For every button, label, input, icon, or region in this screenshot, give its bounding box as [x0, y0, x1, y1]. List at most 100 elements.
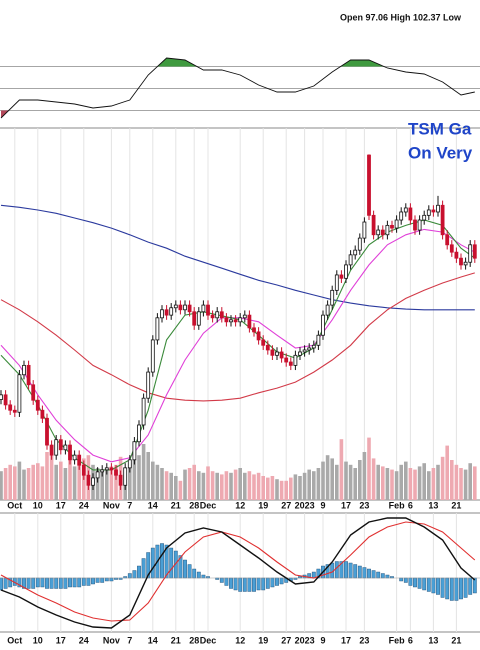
candle-body — [146, 371, 151, 399]
macd-histogram-bar — [137, 565, 141, 579]
macd-histogram-bar — [242, 577, 247, 592]
x-tick-label: 28 — [189, 635, 199, 645]
candle-body — [3, 394, 8, 406]
macd-histogram-bar — [95, 577, 100, 583]
macd-histogram-bar — [376, 571, 381, 579]
candle-body — [233, 319, 238, 323]
x-tick-label: 7 — [127, 500, 132, 510]
x-tick-label: 24 — [79, 635, 89, 645]
volume-bar — [376, 464, 380, 500]
macd-histogram-bar — [468, 577, 473, 595]
macd-histogram-bar — [417, 577, 422, 589]
x-tick-label: 13 — [428, 635, 438, 645]
candle-body — [436, 204, 440, 213]
candle-body — [440, 204, 445, 236]
volume-bar — [215, 472, 219, 500]
candle-body — [242, 314, 247, 319]
volume-bar — [8, 464, 12, 500]
candle-body — [252, 327, 256, 333]
volume-bar — [468, 463, 472, 500]
candle-body — [173, 304, 178, 309]
candle-body — [206, 304, 210, 316]
volume-bar — [348, 464, 353, 500]
volume-bar — [284, 480, 288, 500]
candle-body — [298, 351, 302, 356]
candle-body — [210, 314, 215, 319]
macd-histogram-bar — [219, 577, 224, 583]
volume-bar — [95, 468, 100, 500]
candle-body — [178, 304, 183, 311]
candle-body — [362, 221, 367, 239]
x-tick-label: 21 — [171, 635, 181, 645]
volume-bar — [404, 461, 408, 500]
x-tick-label: 14 — [148, 500, 158, 510]
volume-bar — [201, 472, 206, 500]
volume-bar — [385, 468, 390, 500]
x-tick-label: 10 — [33, 635, 43, 645]
macd-histogram-bar — [63, 577, 68, 589]
x-tick-label: 17 — [56, 635, 66, 645]
volume-bar — [275, 479, 279, 500]
candle-body — [201, 304, 206, 313]
candle-body — [150, 339, 155, 373]
macd-histogram-bar — [436, 577, 440, 595]
volume-bar — [206, 466, 210, 500]
volume-bar — [335, 464, 339, 500]
macd-histogram-bar — [109, 577, 114, 582]
volume-bar — [312, 471, 316, 500]
x-tick-label: 2023 — [295, 635, 315, 645]
candle-body — [169, 307, 174, 316]
volume-bar — [59, 461, 63, 500]
volume-bar — [31, 464, 35, 500]
x-tick-label: Dec — [200, 500, 217, 510]
macd-histogram-bar — [367, 568, 371, 579]
macd-histogram-bar — [238, 577, 243, 592]
candle-body — [58, 439, 63, 451]
volume-bar — [247, 471, 252, 500]
volume-bar — [0, 471, 3, 500]
macd-histogram-bar — [0, 577, 3, 591]
volume-bar — [367, 437, 371, 500]
volume-bar — [17, 461, 22, 500]
x-tick-label: 21 — [171, 500, 181, 510]
volume-bar — [183, 469, 187, 500]
candle-body — [454, 251, 459, 259]
macd-histogram-bar — [91, 577, 95, 585]
macd-histogram-bar — [77, 577, 82, 588]
candle-body — [472, 244, 477, 259]
candle-body — [238, 317, 243, 323]
x-tick-label: 14 — [148, 635, 158, 645]
volume-bar — [256, 472, 261, 500]
candle-body — [256, 331, 261, 341]
volume-bar — [293, 474, 298, 500]
macd-histogram-bar — [454, 577, 459, 601]
volume-bar — [298, 476, 302, 500]
volume-bar — [422, 463, 426, 500]
volume-bar — [399, 464, 403, 500]
macd-histogram-bar — [100, 577, 105, 583]
macd-histogram-bar — [169, 547, 174, 579]
candle-body — [192, 311, 197, 326]
x-tick-label: 19 — [258, 635, 268, 645]
macd-histogram-bar — [261, 577, 266, 591]
volume-bar — [22, 469, 26, 500]
macd-histogram-bar — [187, 564, 192, 579]
macd-histogram-bar — [3, 577, 8, 589]
candle-body — [219, 311, 224, 319]
x-tick-label: Nov — [103, 635, 120, 645]
x-tick-label: 12 — [235, 635, 245, 645]
volume-bar — [128, 463, 132, 500]
macd-histogram-bar — [279, 577, 284, 585]
candle-body — [344, 264, 348, 279]
candle-body — [160, 309, 164, 319]
volume-bar — [243, 472, 247, 500]
candle-body — [63, 444, 68, 451]
candle-body — [229, 319, 233, 323]
macd-histogram-bar — [403, 577, 408, 583]
macd-histogram-bar — [371, 570, 376, 579]
candle-body — [293, 354, 298, 366]
candle-body — [413, 219, 417, 231]
volume-bar — [109, 466, 114, 500]
macd-histogram-bar — [160, 543, 164, 579]
x-tick-label: Nov — [103, 500, 120, 510]
